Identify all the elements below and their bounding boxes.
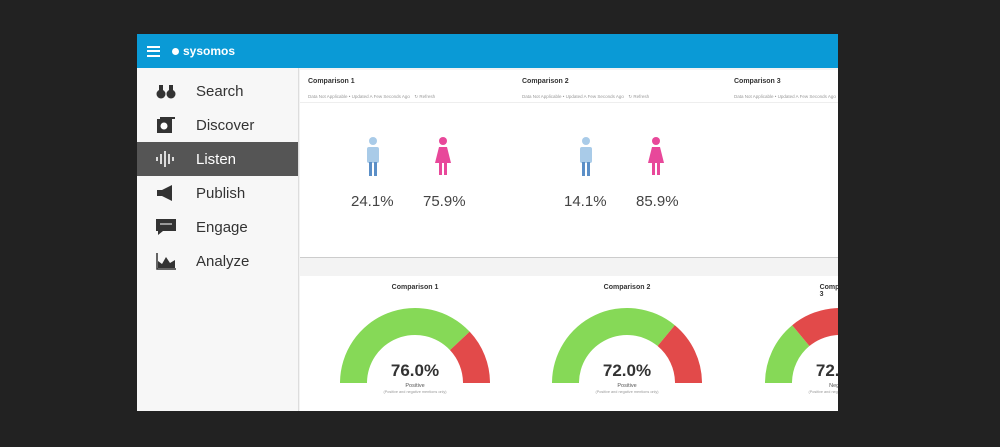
sentiment-gauge xyxy=(552,308,702,383)
mention-stat: 4,652 Positivementions xyxy=(763,410,796,411)
gauge-negative-arc xyxy=(449,331,490,383)
sidebar-item-label: Search xyxy=(196,82,244,100)
sidebar-item-engage[interactable]: Engage xyxy=(137,210,298,244)
top-bar: sysomos xyxy=(137,34,838,68)
comparison-header: Comparison 1 Data Not Applicable • Update… xyxy=(308,78,436,99)
female-percentage: 75.9% xyxy=(423,193,466,210)
male-percentage: 14.1% xyxy=(564,193,607,210)
gauge-label: Positive xyxy=(405,383,425,389)
sentiment-panel: Comparison 1 76.0% Positive (Positive and … xyxy=(300,276,838,411)
sidebar-item-search[interactable]: Search xyxy=(137,74,298,108)
mention-stat: 1,265 Positivementions xyxy=(338,410,371,411)
gauge-positive-arc xyxy=(552,308,675,383)
gauge-note: (Positive and negative mentions only) xyxy=(383,390,447,394)
menu-icon[interactable] xyxy=(147,45,160,57)
gauge-title: Comparison 2 xyxy=(603,284,651,291)
logo[interactable]: sysomos xyxy=(172,44,235,58)
comparison-header: Comparison 2 Data Not Applicable • Update… xyxy=(522,78,650,99)
binoculars-icon xyxy=(156,85,176,99)
sidebar-item-label: Publish xyxy=(196,184,246,202)
gauge-title: Comparison 1 xyxy=(391,284,439,291)
male-percentage: 24.1% xyxy=(351,193,394,210)
mention-stat: 8,253 Neutralmentions xyxy=(671,410,702,411)
gauge-positive-arc xyxy=(765,325,810,383)
sidebar: Search Discover Listen Publish Engage Analyze xyxy=(137,68,299,411)
sidebar-item-publish[interactable]: Publish xyxy=(137,176,298,210)
female-icon xyxy=(435,137,451,175)
main-content: Comparison 1 Data Not Applicable • Update… xyxy=(300,68,838,411)
refresh-button[interactable]: ↻ Refresh xyxy=(628,94,650,99)
gauge-value: 72.0% xyxy=(602,361,652,380)
male-icon xyxy=(367,137,379,176)
sidebar-item-listen[interactable]: Listen xyxy=(137,142,298,176)
gauge-negative-arc xyxy=(657,325,702,383)
sentiment-gauge xyxy=(765,308,838,383)
female-icon xyxy=(648,137,664,175)
gauge-label: Positive xyxy=(617,383,637,389)
refresh-button[interactable]: ↻ Refresh xyxy=(414,94,436,99)
mention-stat: 2,300 Positivementions xyxy=(550,410,583,411)
sound-wave-icon xyxy=(156,151,174,167)
sidebar-item-label: Listen xyxy=(196,150,237,168)
gauge-value: 76.0% xyxy=(390,361,440,380)
sidebar-item-label: Discover xyxy=(196,116,255,134)
gauge-label: Negative xyxy=(829,383,838,389)
gauge-value: 72.0% xyxy=(815,361,838,380)
gauge-title: Comparison 3 xyxy=(819,284,838,298)
chat-icon xyxy=(156,219,176,235)
mention-stat: 3,850 Neutralmentions xyxy=(459,410,490,411)
sidebar-item-analyze[interactable]: Analyze xyxy=(137,244,298,278)
gauge-note: (Positive and negative mentions only) xyxy=(595,390,659,394)
gauge-negative-arc xyxy=(792,308,838,347)
female-percentage: 85.9% xyxy=(636,193,679,210)
sidebar-item-discover[interactable]: Discover xyxy=(137,108,298,142)
male-icon xyxy=(580,137,592,176)
sentiment-gauge xyxy=(340,308,490,383)
discover-icon xyxy=(157,117,175,133)
gauge-note: (Positive and negative mentions only) xyxy=(808,390,838,394)
app-window: sysomos Search Discover Listen Publish Engag… xyxy=(137,34,838,411)
gauge-positive-arc xyxy=(340,308,470,383)
sidebar-item-label: Engage xyxy=(196,218,248,236)
sidebar-item-label: Analyze xyxy=(196,252,250,270)
area-chart-icon xyxy=(156,253,176,270)
comparison-header: Comparison 3 Data Not Applicable • Update… xyxy=(734,78,836,99)
gender-panel: Comparison 1 Data Not Applicable • Update… xyxy=(300,70,838,258)
megaphone-icon xyxy=(157,185,172,201)
